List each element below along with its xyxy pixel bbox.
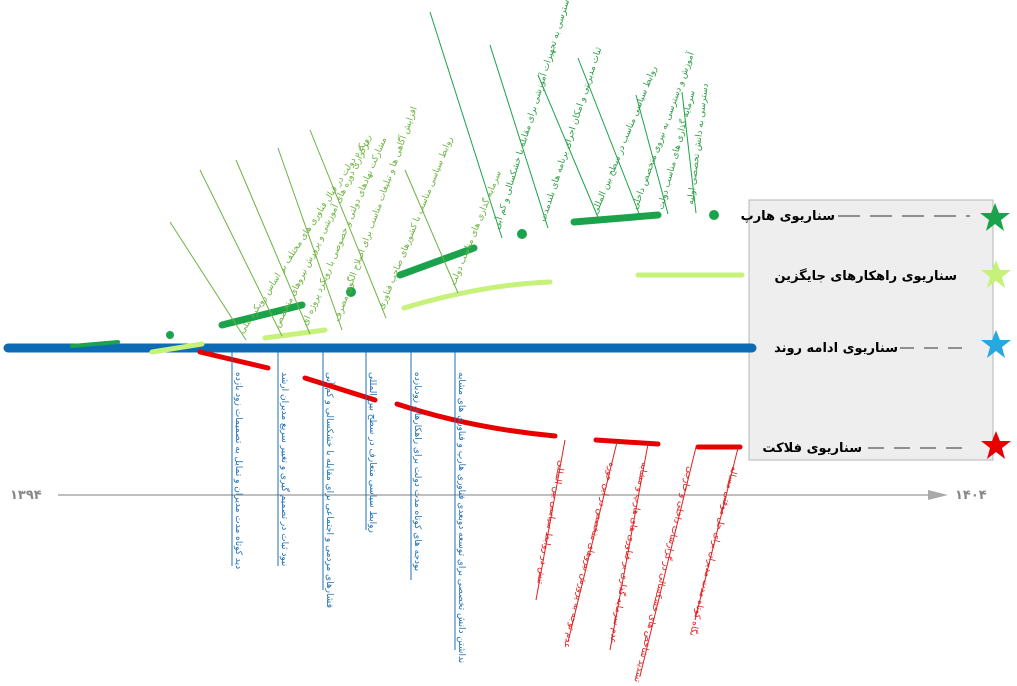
star-icon (981, 260, 1011, 288)
legend-jaygozin: سناریوی راهکارهای جایگزین (774, 260, 1011, 288)
falakat-factors: تنش در روابط سیاسی بین المللی عدم توجه ب… (534, 439, 741, 684)
factor-edame-6: نداشتن دانش تخصصی برای توسعه دوبعدی فناو… (456, 372, 466, 663)
factor-edame-1: دید کوتاه مدت مدیران و تمایل به تصمیمات … (233, 372, 243, 569)
harp-dot (166, 331, 174, 339)
year-start-label: ۱۳۹۴ (10, 488, 42, 503)
factor-falakat-5: نگاه کوتاه مدت مدیران برای حل موقتی مسال… (687, 465, 741, 637)
arrow-right-icon (928, 490, 948, 500)
edame-factors: دید کوتاه مدت مدیران و تمایل به تصمیمات … (231, 352, 466, 663)
factor-harp-4: روابط سیاسی مناسب در سطح بین المللی (591, 65, 660, 216)
jaygozin-factors: سرمایه گذاری های مناسب دولت روابط سیاسی … (169, 105, 504, 341)
edame-label: سناریوی ادامه روند (774, 341, 898, 356)
legend-falakat: سناریوی فلاکت (762, 431, 1011, 459)
falakat-path (197, 349, 743, 450)
star-icon (980, 203, 1010, 231)
harp-factors: دسترسی به دانش تخصصی اولیه سرمایه گذاری … (429, 0, 711, 239)
legend-harp: سناریوی هارپ (741, 203, 1010, 231)
factor-edame-2: نبود ثبات در تصمیم گیری و تغییر سریع مدی… (279, 372, 291, 566)
factor-jaygozin-5: برگزاری دوره های آموزشی و پرورش نیروهای … (271, 138, 372, 329)
factor-jaygozin-2: روابط سیاسی مناسب با کشورهای صاحب فناوری (377, 135, 456, 311)
factor-falakat-2: عدم توجه به پرورش نیروهای متخصص در این ح… (561, 461, 617, 649)
jaygozin-label: سناریوی راهکارهای جایگزین (774, 268, 957, 284)
star-icon (981, 431, 1011, 459)
harp-stub-line (70, 340, 120, 348)
harp-dot-2 (346, 287, 356, 297)
legend-edame: سناریوی ادامه روند (774, 330, 1011, 358)
harp-path (218, 211, 662, 329)
timeline-axis: ۱۳۹۴ ۱۴۰۴ (10, 488, 987, 503)
falakat-label: سناریوی فلاکت (762, 441, 862, 456)
star-icon (981, 330, 1011, 358)
factor-edame-5: بودجه های کوتاه مدت دولت برای راهکارهای … (412, 372, 422, 571)
harp-dot-3 (517, 229, 527, 239)
factor-edame-4: روابط سیاسی متعارف در سطح بین المللی (367, 372, 377, 533)
year-end-label: ۱۴۰۴ (955, 488, 987, 503)
factor-falakat-3: عدم سرمایه گذاری بر فناوری های هارپ و مش… (607, 461, 651, 644)
factor-falakat-1: تنش در روابط سیاسی بین المللی (534, 459, 566, 585)
factor-jaygozin-6: رویکرد دولت در قبال فناوری های مختلف بر … (237, 133, 374, 336)
harp-label: سناریوی هارپ (741, 209, 835, 224)
factor-edame-3: فشارهای مردمی و اجتماعی برای مقابله با خ… (324, 372, 336, 608)
jaygozin-path (149, 272, 745, 355)
harp-dot-4 (709, 210, 719, 220)
legend-panel (748, 199, 994, 461)
